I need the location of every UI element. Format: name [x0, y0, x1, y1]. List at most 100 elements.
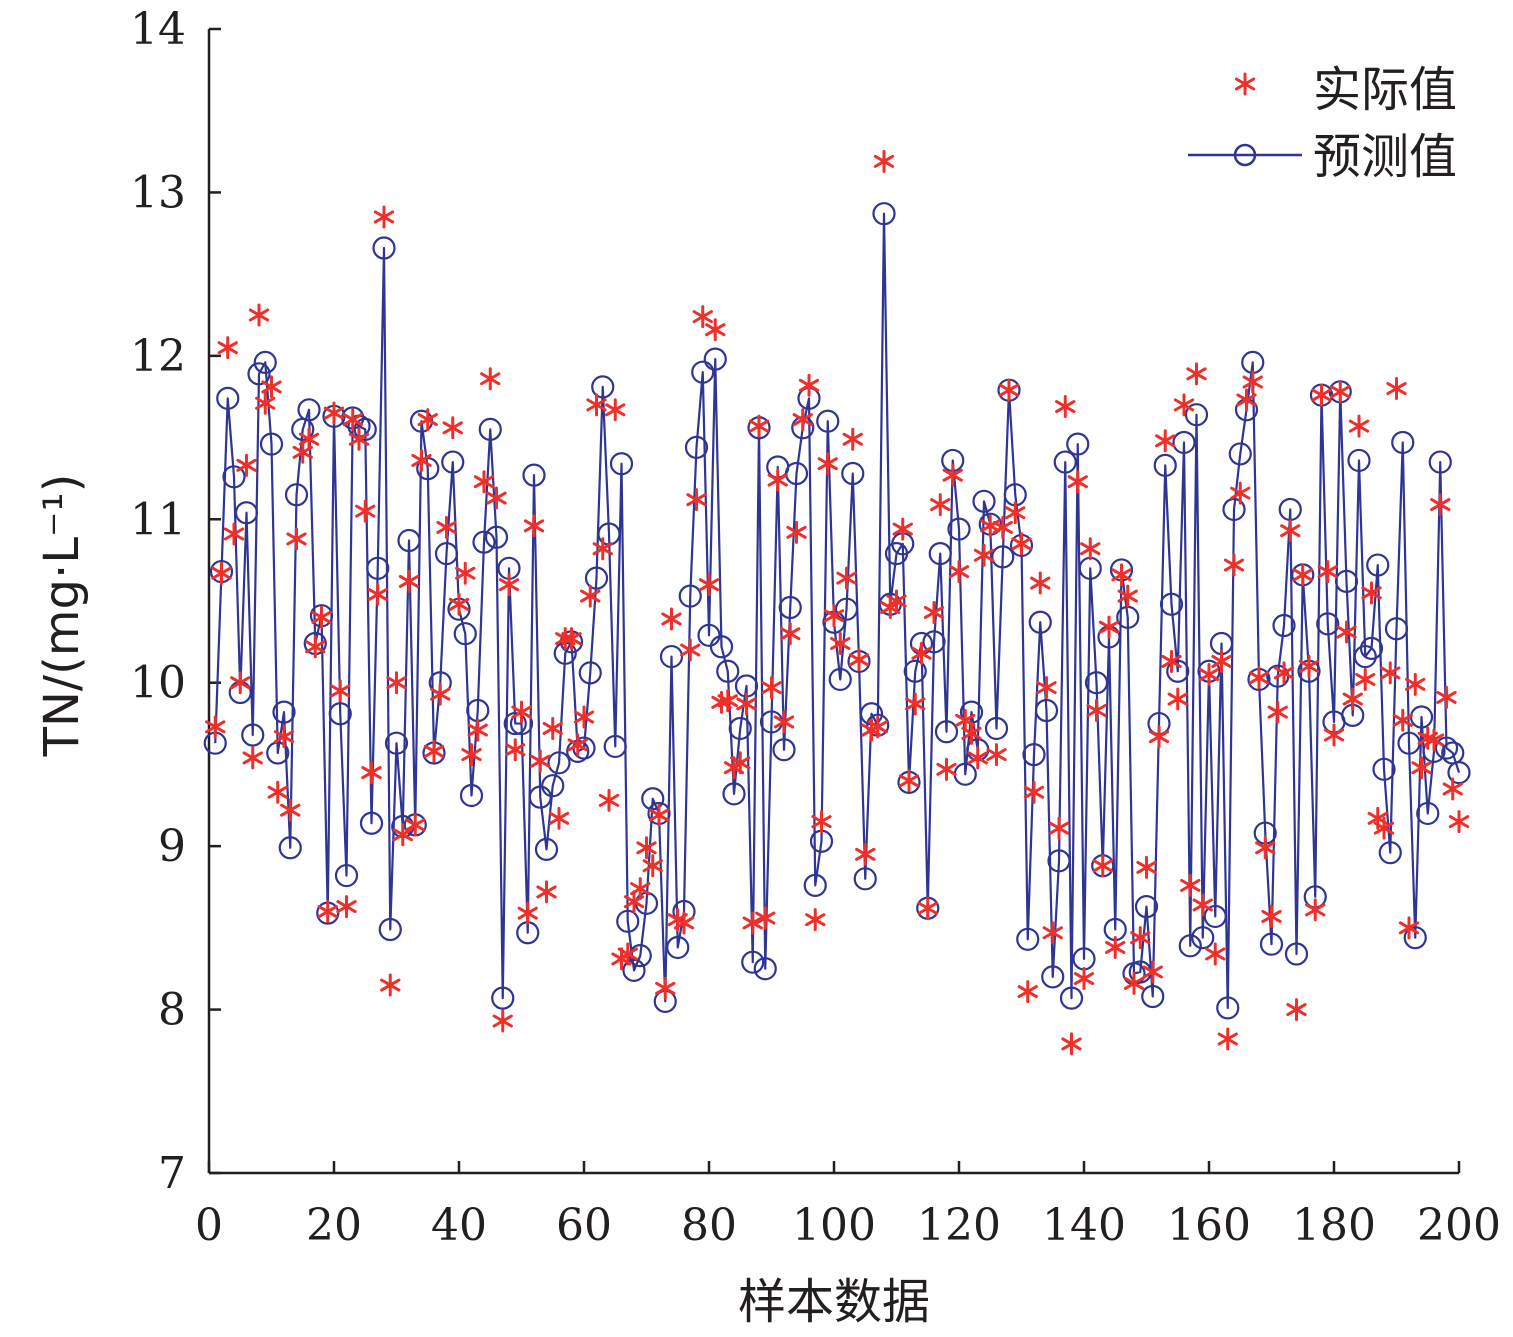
actual-point	[855, 842, 876, 866]
predicted-point	[528, 785, 552, 809]
actual-point	[680, 638, 701, 662]
actual-point	[1105, 935, 1126, 959]
actual-point	[1298, 654, 1320, 678]
actual-point	[1286, 998, 1307, 1022]
predicted-point	[659, 644, 684, 669]
actual-point	[461, 743, 482, 767]
predicted-point	[534, 837, 559, 862]
actual-point	[992, 515, 1013, 539]
actual-point	[348, 427, 370, 451]
actual-point	[811, 810, 832, 834]
actual-point	[217, 336, 238, 360]
actual-point	[905, 692, 926, 716]
predicted-point	[1159, 592, 1184, 616]
predicted-point	[1447, 760, 1471, 785]
actual-point	[1073, 967, 1095, 991]
actual-series	[205, 149, 1470, 1056]
predicted-point	[984, 716, 1009, 741]
x-tick-label: 60	[556, 1200, 612, 1251]
y-tick-label: 10	[130, 658, 186, 709]
x-axis-title: 样本数据	[738, 1274, 930, 1330]
actual-point	[1261, 904, 1282, 928]
predicted-point	[1178, 934, 1202, 958]
actual-point	[1323, 723, 1345, 747]
actual-point	[392, 823, 413, 847]
predicted-point	[378, 917, 402, 942]
actual-point	[936, 757, 957, 781]
actual-point	[1198, 663, 1220, 687]
predicted-point	[1034, 698, 1059, 723]
actual-point	[1067, 470, 1088, 494]
actual-point	[661, 607, 682, 631]
y-tick-label: 12	[130, 331, 186, 382]
actual-point	[1280, 519, 1301, 543]
actual-point	[1230, 481, 1251, 505]
predicted-point	[741, 950, 765, 974]
actual-point	[380, 973, 401, 997]
predicted-point	[922, 630, 946, 654]
actual-point	[1267, 700, 1288, 724]
predicted-point	[722, 782, 746, 806]
predicted-point	[478, 417, 502, 441]
predicted-point	[1203, 904, 1227, 929]
predicted-point	[366, 556, 390, 580]
predicted-point	[353, 417, 377, 441]
actual-point	[1405, 672, 1426, 696]
actual-point	[1098, 615, 1120, 639]
actual-point	[1361, 581, 1382, 605]
actual-point	[1123, 971, 1145, 995]
actual-point	[305, 635, 326, 659]
predicted-point	[253, 350, 277, 374]
actual-point	[298, 427, 320, 451]
actual-point	[842, 427, 863, 451]
actual-point	[230, 671, 251, 695]
actual-point	[1136, 855, 1157, 879]
actual-point	[1186, 362, 1207, 386]
actual-point	[411, 448, 432, 472]
actual-point	[373, 205, 395, 229]
predicted-point	[709, 635, 734, 659]
predicted-point	[1084, 671, 1109, 695]
actual-point	[873, 149, 895, 173]
predicted-point	[222, 465, 246, 489]
actual-point	[405, 813, 426, 837]
y-tick-label: 13	[130, 167, 186, 218]
actual-point	[1211, 649, 1232, 673]
y-tick-label: 14	[130, 4, 186, 55]
actual-point	[1386, 377, 1407, 401]
predicted-point	[828, 667, 852, 692]
predicted-point	[259, 432, 284, 456]
actual-point	[1330, 380, 1351, 404]
predicted-point	[778, 595, 802, 620]
actual-point	[567, 733, 588, 757]
actual-point	[673, 911, 695, 935]
actual-point	[736, 692, 757, 716]
predicted-point	[1359, 636, 1384, 660]
x-tick-label: 40	[431, 1200, 487, 1251]
actual-point	[323, 401, 345, 425]
actual-point	[542, 716, 563, 740]
predicted-point	[1372, 757, 1396, 781]
actual-point	[498, 573, 520, 597]
predicted-point	[584, 566, 609, 590]
predicted-point	[772, 738, 796, 762]
actual-point	[261, 375, 282, 399]
actual-point	[1342, 687, 1363, 711]
actual-point	[961, 721, 982, 745]
actual-point	[886, 589, 907, 613]
predicted-series	[203, 202, 1471, 1020]
actual-point	[1317, 560, 1338, 584]
predicted-point	[1384, 617, 1409, 641]
actual-point	[336, 895, 357, 919]
predicted-point	[1141, 984, 1165, 1009]
predicted-point	[484, 525, 509, 549]
actual-point	[586, 393, 607, 417]
actual-point	[605, 398, 626, 422]
x-tick-label: 160	[1167, 1200, 1251, 1251]
actual-point	[273, 725, 295, 749]
predicted-point	[834, 597, 859, 621]
actual-point	[267, 780, 288, 804]
actual-point	[848, 648, 870, 672]
predicted-point	[703, 347, 727, 371]
predicted-point	[603, 734, 627, 759]
